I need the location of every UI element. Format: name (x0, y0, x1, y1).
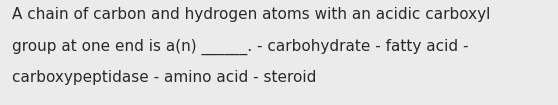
Text: group at one end is a(n) ______. - carbohydrate - fatty acid -: group at one end is a(n) ______. - carbo… (12, 39, 469, 55)
Text: A chain of carbon and hydrogen atoms with an acidic carboxyl: A chain of carbon and hydrogen atoms wit… (12, 7, 490, 22)
Text: carboxypeptidase - amino acid - steroid: carboxypeptidase - amino acid - steroid (12, 70, 316, 85)
